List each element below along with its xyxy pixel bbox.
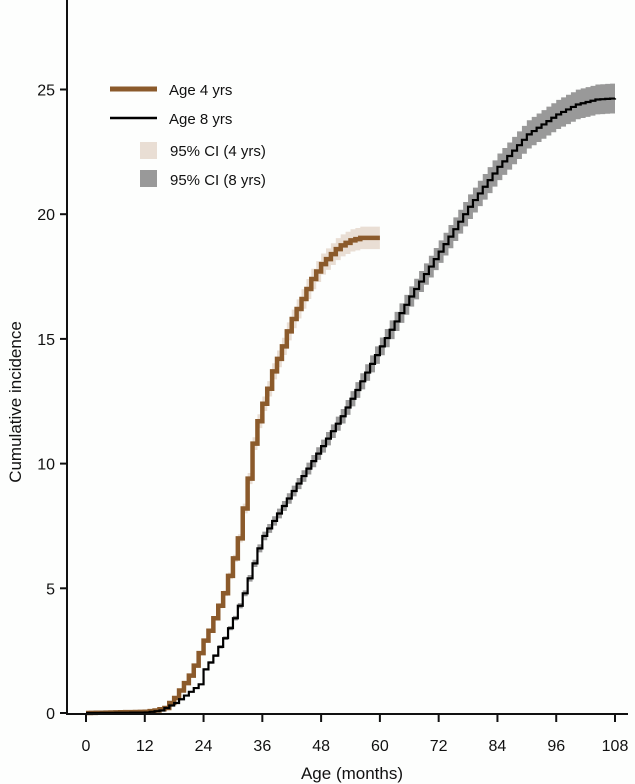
x-tick-label: 24	[195, 738, 213, 755]
legend-label-ci-8: 95% CI (8 yrs)	[170, 172, 266, 189]
x-tick-label: 84	[489, 738, 507, 755]
x-axis-label: Age (months)	[301, 764, 403, 783]
x-tick-label: 36	[253, 738, 271, 755]
x-tick-label: 0	[82, 738, 91, 755]
legend: Age 4 yrs Age 8 yrs 95% CI (4 yrs) 95% C…	[110, 82, 266, 189]
x-tick-label: 48	[312, 738, 330, 755]
series-lines	[86, 97, 617, 716]
y-tick-label: 25	[37, 83, 55, 100]
series-line-1	[86, 97, 617, 715]
legend-label-ci-4: 95% CI (4 yrs)	[170, 143, 266, 160]
legend-swatch-ci-4	[140, 142, 157, 159]
x-tick-label: 12	[136, 738, 154, 755]
y-tick-label: 15	[37, 332, 55, 349]
legend-label-age-4: Age 4 yrs	[169, 82, 232, 99]
y-ticks: 0 5 10 15 20 25	[37, 83, 67, 723]
x-ticks: 0 12 24 36 48 60 72 84 96 108	[82, 714, 629, 755]
y-tick-label: 5	[46, 581, 55, 598]
y-tick-label: 10	[37, 457, 55, 474]
x-tick-label: 72	[430, 738, 448, 755]
x-tick-label: 108	[602, 738, 629, 755]
ci-band-series-0	[86, 226, 380, 714]
series-line-0	[86, 235, 380, 716]
y-axis-label: Cumulative incidence	[6, 321, 25, 483]
y-tick-label: 20	[37, 207, 55, 224]
y-tick-label: 0	[46, 706, 55, 723]
x-tick-label: 96	[547, 738, 565, 755]
x-tick-label: 60	[371, 738, 389, 755]
legend-swatch-ci-8	[140, 170, 157, 187]
legend-label-age-8: Age 8 yrs	[169, 111, 232, 128]
